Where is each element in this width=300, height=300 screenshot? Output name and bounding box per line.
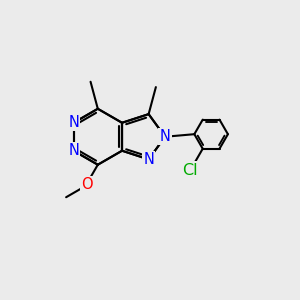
Text: N: N: [160, 129, 170, 144]
Text: Cl: Cl: [183, 163, 198, 178]
Text: N: N: [68, 143, 79, 158]
Text: N: N: [143, 152, 154, 167]
Text: N: N: [68, 115, 79, 130]
Text: O: O: [81, 177, 93, 192]
